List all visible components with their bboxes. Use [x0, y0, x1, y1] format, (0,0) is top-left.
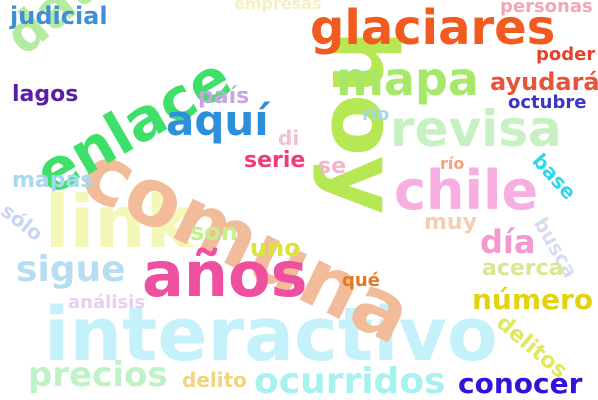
- word-solo: sólo: [0, 198, 48, 246]
- word-mapa: mapa: [336, 52, 479, 106]
- word-se: se: [318, 154, 347, 179]
- word-sigue: sigue: [16, 249, 126, 290]
- word-link: link: [45, 180, 194, 264]
- word-revisa: revisa: [390, 100, 562, 158]
- word-acerca: acerca: [482, 256, 564, 281]
- word-son: son: [190, 218, 238, 246]
- word-ocurridos: ocurridos: [254, 361, 446, 400]
- word-poder: poder: [536, 44, 596, 65]
- word-aqui: aquí: [166, 96, 269, 145]
- word-rio2: río: [440, 154, 465, 173]
- word-lagos: lagos: [12, 82, 79, 107]
- word-personas: personas: [500, 0, 593, 17]
- word-pais: país: [198, 84, 250, 109]
- word-judicial: judicial: [10, 2, 108, 30]
- word-anos: años: [142, 238, 308, 311]
- word-mapas: mapas: [12, 168, 94, 193]
- word-chile: chile: [394, 159, 539, 222]
- word-interactivo: interactivo: [44, 292, 498, 378]
- word-que: qué: [342, 270, 380, 291]
- word-glaciares: glaciares: [310, 0, 556, 56]
- word-empresas: empresas: [234, 0, 322, 13]
- word-di: di: [278, 126, 300, 150]
- word-precios: precios: [28, 355, 168, 395]
- word-octubre: octubre: [508, 92, 587, 113]
- word-serie: serie: [244, 148, 306, 173]
- word-delito: delito: [182, 368, 247, 392]
- word-numero: número: [472, 283, 594, 316]
- word-analisis: análisis: [68, 292, 146, 313]
- word-uno: uno: [250, 234, 301, 262]
- word-ayudara: ayudará: [490, 68, 598, 96]
- word-dia: día: [480, 223, 536, 261]
- word-conocer: conocer: [458, 367, 583, 400]
- word-rio: río: [362, 104, 390, 125]
- word-muy: muy: [424, 210, 477, 235]
